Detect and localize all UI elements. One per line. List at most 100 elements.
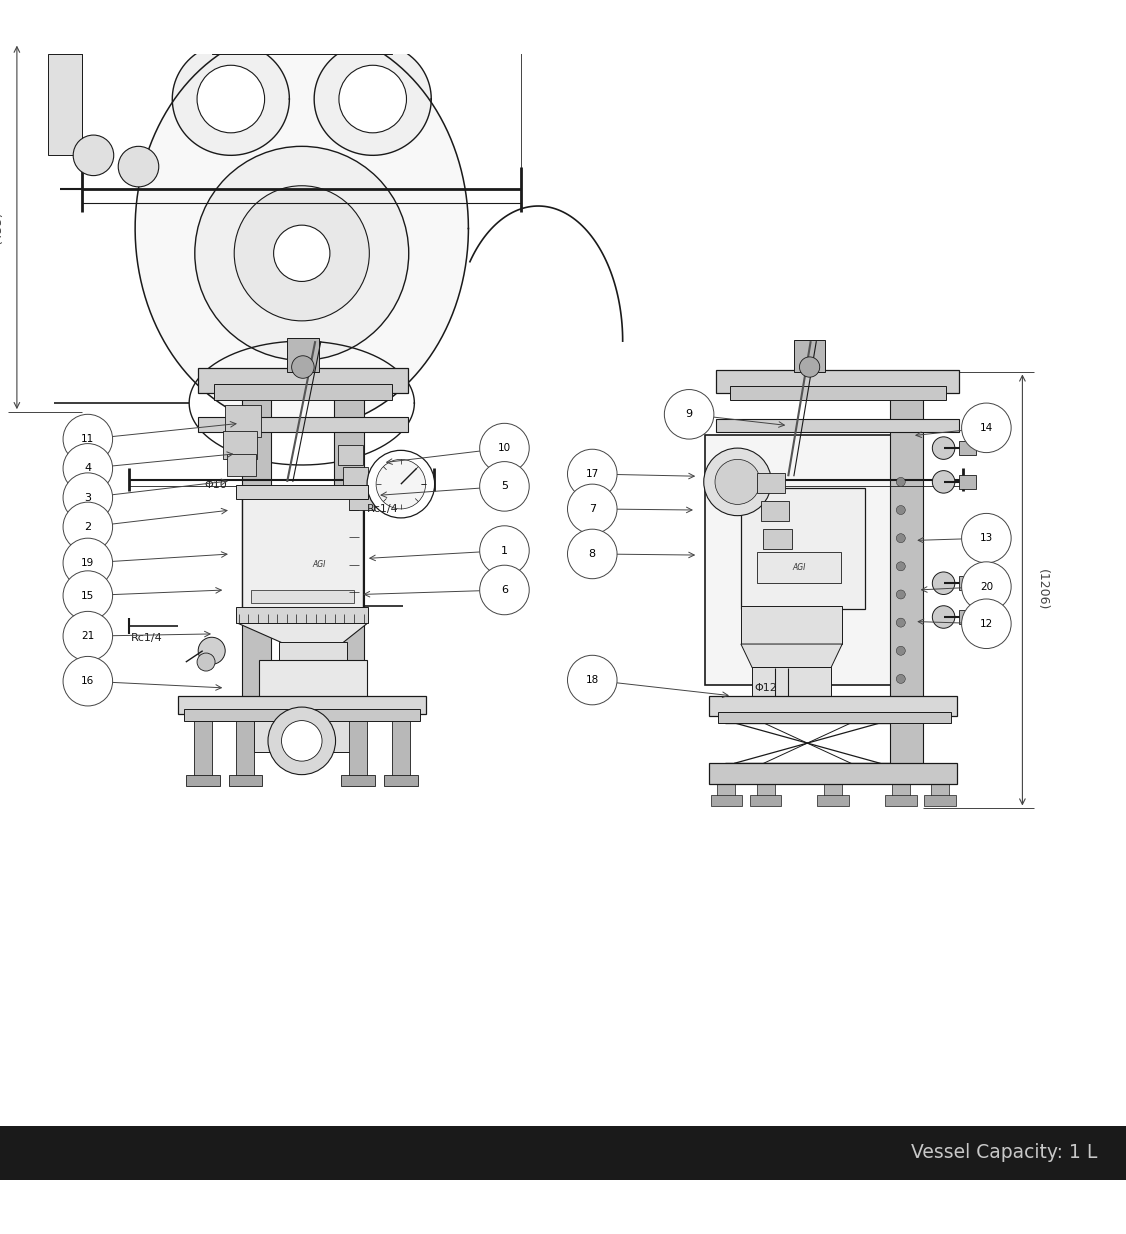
FancyBboxPatch shape	[349, 490, 374, 510]
Circle shape	[896, 675, 905, 684]
FancyBboxPatch shape	[931, 779, 949, 800]
Text: Rc1/4: Rc1/4	[131, 633, 162, 643]
FancyBboxPatch shape	[259, 660, 367, 698]
FancyBboxPatch shape	[757, 473, 785, 494]
Circle shape	[480, 526, 529, 575]
Text: 16: 16	[81, 676, 95, 686]
FancyBboxPatch shape	[343, 468, 368, 487]
FancyBboxPatch shape	[338, 444, 363, 465]
Text: 2: 2	[84, 522, 91, 532]
Circle shape	[962, 404, 1011, 453]
Text: 10: 10	[498, 443, 511, 453]
Circle shape	[704, 448, 771, 516]
Circle shape	[896, 561, 905, 571]
Text: 17: 17	[586, 469, 599, 479]
FancyBboxPatch shape	[824, 779, 842, 800]
Circle shape	[480, 462, 529, 511]
Circle shape	[234, 186, 369, 321]
Text: (455): (455)	[0, 211, 3, 244]
Circle shape	[896, 478, 905, 486]
FancyBboxPatch shape	[890, 371, 923, 765]
Circle shape	[63, 611, 113, 661]
FancyBboxPatch shape	[924, 795, 956, 806]
Circle shape	[63, 502, 113, 552]
FancyBboxPatch shape	[705, 434, 911, 685]
FancyBboxPatch shape	[709, 764, 957, 784]
Circle shape	[664, 390, 714, 439]
FancyBboxPatch shape	[718, 712, 951, 723]
FancyBboxPatch shape	[214, 384, 392, 400]
FancyBboxPatch shape	[251, 590, 354, 603]
FancyBboxPatch shape	[349, 714, 367, 780]
Text: 9: 9	[686, 410, 692, 420]
FancyBboxPatch shape	[287, 338, 319, 371]
FancyBboxPatch shape	[741, 606, 842, 644]
Circle shape	[198, 637, 225, 664]
FancyBboxPatch shape	[223, 431, 257, 459]
Text: 19: 19	[81, 558, 95, 568]
Circle shape	[282, 721, 322, 761]
Text: 6: 6	[501, 585, 508, 595]
FancyBboxPatch shape	[741, 487, 865, 610]
FancyBboxPatch shape	[334, 369, 364, 740]
Text: 7: 7	[589, 503, 596, 513]
Circle shape	[568, 449, 617, 499]
Circle shape	[367, 450, 435, 518]
FancyBboxPatch shape	[730, 386, 946, 400]
FancyBboxPatch shape	[392, 714, 410, 780]
FancyBboxPatch shape	[763, 529, 792, 549]
Polygon shape	[135, 28, 468, 429]
Circle shape	[63, 473, 113, 522]
Text: Vessel Capacity: 1 L: Vessel Capacity: 1 L	[911, 1144, 1098, 1162]
Text: 8: 8	[589, 549, 596, 559]
FancyBboxPatch shape	[757, 779, 775, 800]
FancyBboxPatch shape	[750, 795, 781, 806]
Circle shape	[568, 484, 617, 533]
Text: 21: 21	[81, 631, 95, 642]
FancyBboxPatch shape	[198, 417, 408, 432]
Circle shape	[63, 538, 113, 587]
Text: AGI: AGI	[793, 563, 806, 571]
Text: 18: 18	[586, 675, 599, 685]
FancyBboxPatch shape	[717, 779, 735, 800]
FancyBboxPatch shape	[384, 775, 418, 786]
Circle shape	[197, 65, 265, 133]
FancyBboxPatch shape	[248, 0, 277, 48]
Text: 13: 13	[980, 533, 993, 543]
FancyBboxPatch shape	[716, 418, 959, 432]
Circle shape	[480, 565, 529, 615]
Text: Rc1/4: Rc1/4	[367, 503, 399, 513]
Circle shape	[376, 459, 426, 508]
Circle shape	[63, 656, 113, 706]
Circle shape	[568, 529, 617, 579]
Circle shape	[195, 147, 409, 360]
Text: Φ10: Φ10	[205, 480, 227, 490]
FancyBboxPatch shape	[279, 642, 347, 660]
FancyBboxPatch shape	[959, 611, 976, 623]
Circle shape	[339, 65, 406, 133]
Polygon shape	[172, 43, 289, 155]
FancyBboxPatch shape	[711, 795, 742, 806]
Text: 5: 5	[501, 481, 508, 491]
Polygon shape	[741, 644, 842, 668]
FancyBboxPatch shape	[236, 485, 368, 499]
Text: 14: 14	[980, 423, 993, 433]
FancyBboxPatch shape	[236, 714, 254, 780]
FancyBboxPatch shape	[236, 607, 368, 623]
Circle shape	[268, 707, 336, 775]
Circle shape	[896, 506, 905, 515]
FancyBboxPatch shape	[817, 795, 849, 806]
FancyBboxPatch shape	[752, 666, 831, 698]
Circle shape	[274, 225, 330, 281]
Circle shape	[715, 459, 760, 505]
FancyBboxPatch shape	[242, 369, 271, 740]
Text: 3: 3	[84, 492, 91, 502]
Circle shape	[932, 606, 955, 628]
FancyBboxPatch shape	[227, 454, 256, 476]
FancyBboxPatch shape	[794, 341, 825, 371]
FancyBboxPatch shape	[0, 1125, 1126, 1180]
FancyBboxPatch shape	[186, 775, 220, 786]
FancyBboxPatch shape	[716, 370, 959, 392]
FancyBboxPatch shape	[48, 54, 82, 155]
FancyBboxPatch shape	[254, 718, 350, 752]
